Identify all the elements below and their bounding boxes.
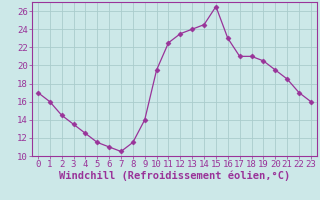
X-axis label: Windchill (Refroidissement éolien,°C): Windchill (Refroidissement éolien,°C) (59, 171, 290, 181)
